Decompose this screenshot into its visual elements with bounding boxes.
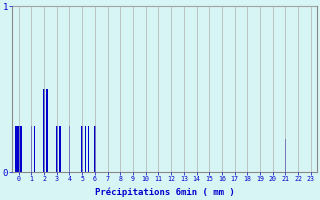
Bar [59, 126, 61, 172]
Bar [43, 89, 45, 172]
Bar [56, 126, 58, 172]
Bar [15, 126, 22, 172]
Bar [81, 126, 83, 172]
Bar [94, 126, 96, 172]
Bar [34, 126, 35, 172]
Bar [69, 126, 70, 172]
Bar [31, 126, 32, 172]
Bar [46, 89, 48, 172]
Bar [84, 126, 86, 172]
Bar [285, 139, 286, 172]
Bar [88, 126, 89, 172]
X-axis label: Précipitations 6min ( mm ): Précipitations 6min ( mm ) [95, 188, 235, 197]
